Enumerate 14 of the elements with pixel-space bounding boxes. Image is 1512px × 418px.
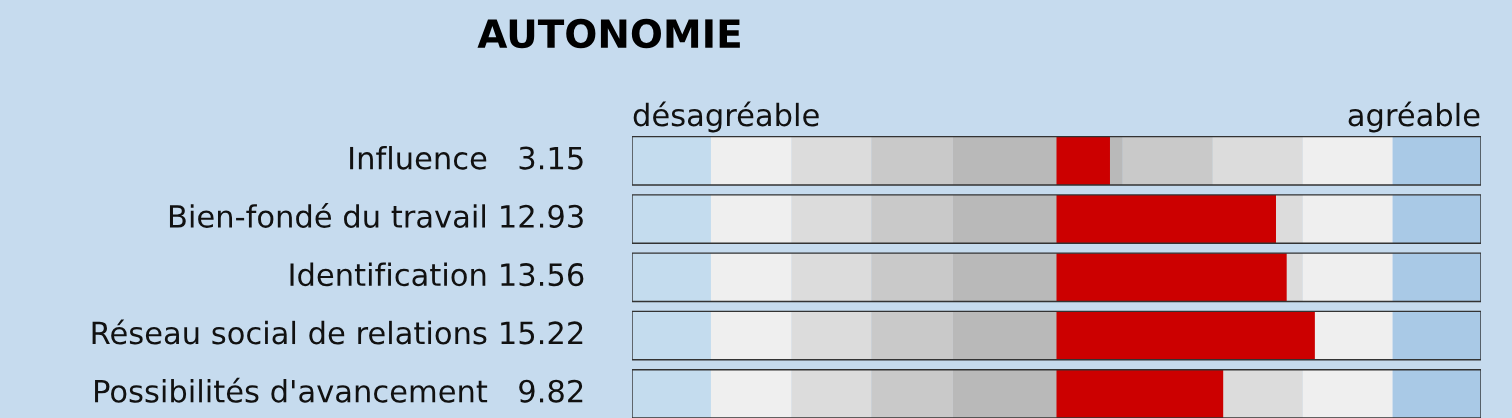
y-tick-label: Bien-fondé du travail [169, 203, 485, 228]
text: agréable [1348, 101, 1480, 133]
data-label: 15.22 [501, 321, 583, 345]
y-tick-label: Influence [350, 146, 487, 170]
text: AUTONOMIE [477, 18, 740, 49]
y-tick-label: Possibilités d'avancement [95, 377, 488, 403]
text: désagréable [633, 101, 819, 133]
y-tick-label: Identification [290, 262, 486, 287]
data-label: 9.82 [519, 379, 583, 403]
data-label: 12.93 [501, 204, 583, 228]
y-tick-label: Réseau social de relations [92, 319, 487, 345]
bar [1056, 136, 1110, 185]
data-label: 3.15 [519, 146, 583, 170]
data-label: 13.56 [501, 263, 584, 287]
